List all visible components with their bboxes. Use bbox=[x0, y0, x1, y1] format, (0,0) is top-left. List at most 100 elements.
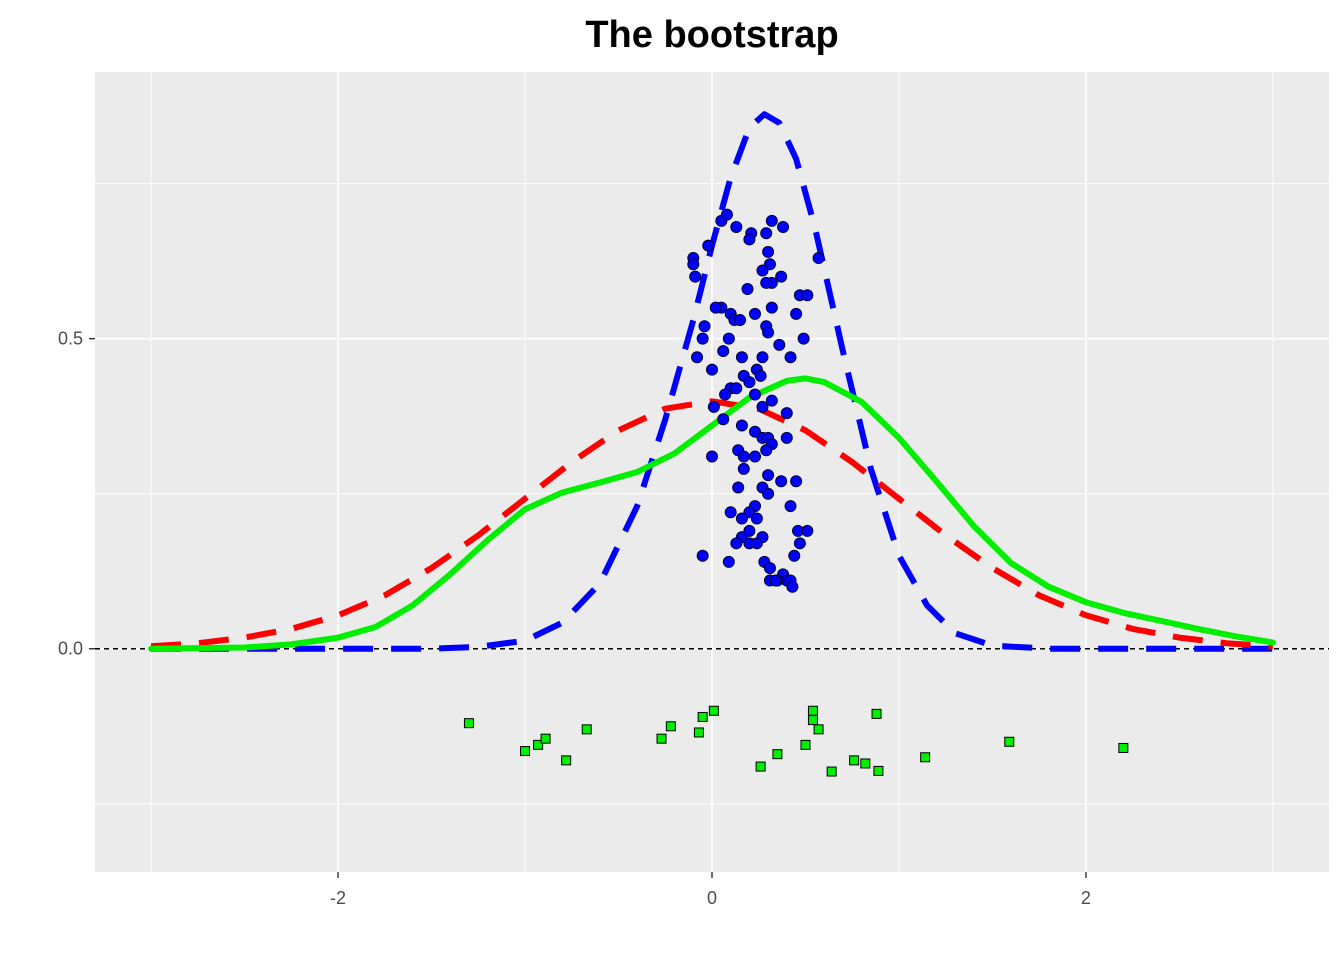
blue-circle-point bbox=[801, 524, 814, 537]
blue-circle-point bbox=[724, 506, 737, 519]
blue-circle-point bbox=[797, 332, 810, 345]
blue-circle-point bbox=[749, 388, 762, 401]
blue-circle-point bbox=[707, 400, 720, 413]
green-square-point bbox=[800, 739, 811, 750]
green-square-point bbox=[807, 715, 818, 726]
blue-circle-point bbox=[788, 549, 801, 562]
blue-circle-point bbox=[801, 289, 814, 302]
green-square-point bbox=[1118, 742, 1129, 753]
blue-circle-point bbox=[720, 208, 733, 221]
blue-circle-point bbox=[696, 332, 709, 345]
blue-circle-point bbox=[709, 301, 722, 314]
blue-circle-point bbox=[756, 351, 769, 364]
blue-circle-point bbox=[741, 283, 754, 296]
green-square-point bbox=[693, 727, 704, 738]
blue-circle-point bbox=[743, 524, 756, 537]
green-square-point bbox=[665, 721, 676, 732]
blue-circle-point bbox=[737, 450, 750, 463]
blue-circle-point bbox=[777, 221, 790, 234]
green-square-point bbox=[873, 765, 884, 776]
green-square-point bbox=[463, 718, 474, 729]
blue-circle-point bbox=[793, 537, 806, 550]
green-square-point bbox=[860, 758, 871, 769]
blue-circle-point bbox=[749, 450, 762, 463]
blue-circle-point bbox=[775, 475, 788, 488]
blue-circle-point bbox=[717, 413, 730, 426]
blue-circle-point bbox=[780, 431, 793, 444]
blue-circle-point bbox=[735, 512, 748, 525]
green-square-point bbox=[871, 708, 882, 719]
green-square-point bbox=[755, 761, 766, 772]
y-tick-label: 0.5 bbox=[58, 329, 83, 349]
blue-circle-point bbox=[760, 227, 773, 240]
green-square-point bbox=[540, 733, 551, 744]
blue-circle-point bbox=[760, 276, 773, 289]
blue-circle-point bbox=[765, 394, 778, 407]
blue-dashed-curve bbox=[151, 111, 1273, 652]
blue-circle-point bbox=[749, 307, 762, 320]
axes: 0.0 0.5 -2 0 2 bbox=[58, 329, 1091, 908]
green-square-point bbox=[561, 755, 572, 766]
blue-circle-point bbox=[784, 500, 797, 513]
blue-circle-point bbox=[735, 351, 748, 364]
blue-circle-point bbox=[706, 363, 718, 376]
green-square-point bbox=[826, 766, 837, 777]
blue-circle-point bbox=[812, 252, 825, 265]
blue-circle-point bbox=[743, 233, 756, 246]
blue-circle-point bbox=[773, 338, 786, 351]
blue-circle-point bbox=[737, 462, 750, 475]
blue-circle-point bbox=[762, 487, 775, 500]
y-tick-label: 0.0 bbox=[58, 639, 83, 659]
blue-circle-point bbox=[750, 512, 763, 525]
blue-circle-point bbox=[790, 307, 803, 320]
green-square-point bbox=[708, 705, 719, 716]
blue-circle-point bbox=[722, 332, 735, 345]
blue-circle-point bbox=[734, 314, 747, 327]
blue-circle-point bbox=[722, 555, 735, 568]
green-square-point bbox=[1004, 736, 1015, 747]
blue-circle-point bbox=[760, 444, 773, 457]
blue-circle-point bbox=[775, 270, 788, 283]
blue-circle-point bbox=[765, 301, 778, 314]
blue-circle-point bbox=[687, 258, 700, 271]
blue-circle-point bbox=[691, 351, 704, 364]
blue-circle-point bbox=[702, 239, 715, 252]
green-square-point bbox=[697, 711, 708, 722]
blue-circle-point bbox=[696, 549, 709, 562]
green-square-point bbox=[813, 724, 824, 735]
blue-circle-point bbox=[754, 369, 767, 382]
blue-circle-point bbox=[706, 450, 718, 463]
blue-circle-point bbox=[735, 419, 748, 432]
blue-circle-point bbox=[689, 270, 702, 283]
blue-circle-point bbox=[732, 481, 745, 494]
green-square-point bbox=[533, 739, 544, 750]
blue-circle-point bbox=[786, 580, 799, 593]
green-square-point bbox=[849, 755, 860, 766]
green-square-point bbox=[656, 733, 667, 744]
green-square-point bbox=[920, 752, 931, 763]
green-solid-curve bbox=[148, 375, 1276, 652]
blue-circle-point bbox=[769, 574, 782, 587]
blue-circle-point bbox=[730, 537, 743, 550]
blue-circle-point bbox=[743, 376, 756, 389]
blue-circle-point bbox=[717, 345, 730, 358]
x-tick-label: 2 bbox=[1081, 888, 1091, 908]
blue-circle-point bbox=[780, 407, 793, 420]
blue-circle-point bbox=[750, 537, 763, 550]
green-square-point bbox=[807, 705, 818, 716]
blue-circle-point bbox=[698, 320, 711, 333]
blue-circle-point bbox=[784, 351, 797, 364]
blue-circle-point bbox=[762, 469, 775, 482]
green-square-point bbox=[520, 746, 531, 757]
green-square-point bbox=[772, 749, 783, 760]
blue-circle-point bbox=[790, 475, 803, 488]
blue-circle-point bbox=[765, 214, 778, 227]
blue-circle-point bbox=[762, 326, 775, 339]
blue-circle-point bbox=[730, 382, 743, 395]
green-square-point bbox=[581, 724, 592, 735]
blue-circle-point bbox=[730, 221, 743, 234]
blue-circle-point bbox=[756, 264, 769, 277]
data-points bbox=[463, 208, 1129, 777]
x-tick-label: -2 bbox=[330, 888, 346, 908]
